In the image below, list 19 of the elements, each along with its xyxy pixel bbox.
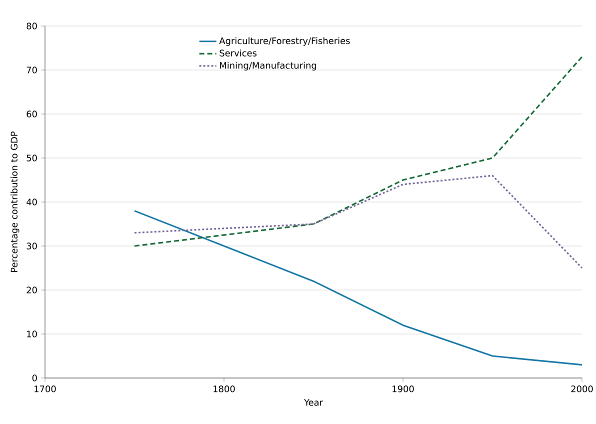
line-series [134,174,583,269]
y-tick-label: 60 [26,110,37,118]
y-tick-label: 50 [26,154,37,162]
y-tick-label: 40 [26,198,37,206]
legend-label: Mining/Manufacturing [220,62,316,70]
x-axis-title: Year [304,399,324,406]
legend-label: Services [220,50,257,56]
y-tick-label: 10 [27,330,37,338]
y-tick-label: 80 [26,22,37,30]
x-tick-label: 1700 [34,386,56,392]
y-tick-label: 70 [26,66,37,74]
y-axis-title: Percentage contribution to GDP [10,131,20,272]
x-tick-label: 1900 [392,386,414,392]
x-tick-label: 1800 [214,386,235,392]
y-tick-label: 20 [26,286,37,294]
y-tick-label: 0 [32,374,37,382]
x-tick-label: 2000 [571,386,593,392]
legend-label: Agriculture/Forestry/Fisheries [219,37,350,46]
y-tick-label: 30 [26,242,37,250]
